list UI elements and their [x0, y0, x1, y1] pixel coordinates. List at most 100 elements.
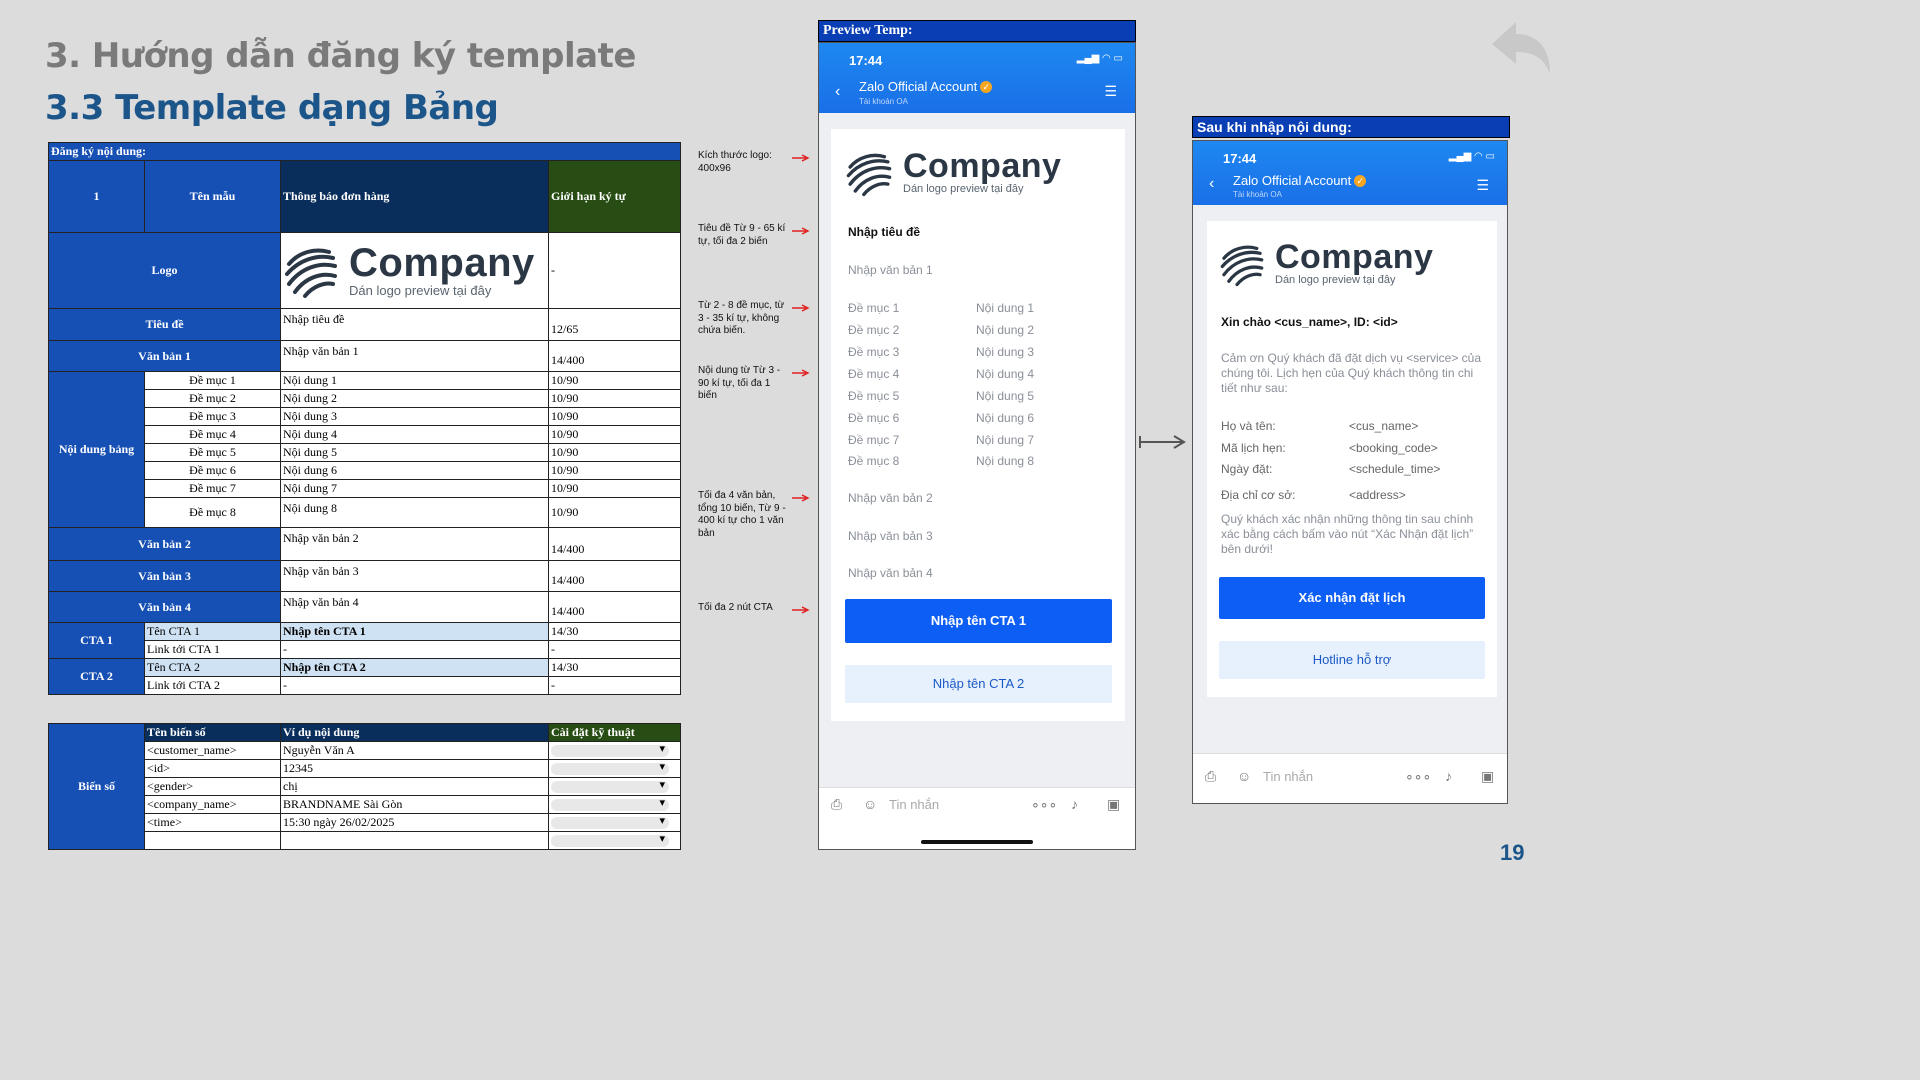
title-value[interactable]: Nhập tiêu đề	[280, 308, 549, 341]
table-row-key: Đề mục 2	[144, 389, 281, 408]
chevron-down-icon[interactable]	[551, 815, 669, 830]
variable-example[interactable]	[280, 831, 549, 850]
chevron-down-icon[interactable]	[551, 761, 669, 776]
table-row-value[interactable]: Nội dung 7	[280, 479, 549, 498]
menu-icon[interactable]: ☰	[1476, 177, 1489, 193]
cta2-name-key: Tên CTA 2	[144, 658, 281, 677]
cta1-link-key: Link tới CTA 1	[144, 640, 281, 659]
message-card: Company Dán logo preview tại đây Nhập ti…	[831, 129, 1125, 721]
message-input[interactable]: Tin nhắn	[1263, 769, 1314, 784]
menu-icon[interactable]: ☰	[1104, 83, 1117, 99]
signal-wifi-battery-icon: ▂▄▆ ◠ ▭	[1448, 151, 1495, 162]
chevron-down-icon[interactable]	[551, 743, 669, 758]
setting-dropdown[interactable]	[548, 813, 681, 832]
table-row-value[interactable]: Nội dung 1	[280, 371, 549, 390]
table-row-value[interactable]: Nội dung 2	[280, 389, 549, 408]
company-logo: Company Dán logo preview tại đây	[1219, 239, 1433, 289]
microphone-icon[interactable]: ♪	[1445, 768, 1452, 784]
note-content: Nội dung từ Từ 3 - 90 kí tự, tối đa 1 bi…	[698, 365, 781, 401]
logo-label: Logo	[48, 232, 281, 309]
table-row-limit: 10/90	[547, 461, 682, 480]
setting-header: Cài đặt kỹ thuật	[548, 723, 681, 742]
table-row-value[interactable]: Nội dung 6	[280, 461, 549, 480]
message-input[interactable]: Tin nhắn	[889, 797, 940, 812]
table-row-key: Đề mục 5	[144, 443, 281, 462]
variable-example[interactable]: 15:30 ngày 26/02/2025	[280, 813, 549, 832]
back-chevron-icon[interactable]: ‹	[835, 83, 841, 100]
text4-value[interactable]: Nhập văn bản 4	[280, 591, 549, 623]
text3-value[interactable]: Nhập văn bản 3	[280, 560, 549, 592]
slide-title: 3. Hướng dẫn đăng ký template	[45, 36, 636, 76]
variable-example[interactable]: BRANDNAME Sài Gòn	[280, 795, 549, 814]
cta1-name-value[interactable]: Nhập tên CTA 1	[280, 622, 549, 641]
sticker-icon[interactable]: ☺	[863, 796, 878, 812]
preview-cta2-button[interactable]: Nhập tên CTA 2	[845, 665, 1112, 703]
sticker-icon[interactable]: ☺	[1237, 768, 1252, 784]
template-name-value[interactable]: Thông báo đơn hàng	[280, 160, 549, 233]
logo-company-text: Company	[1275, 238, 1434, 277]
oa-name-text: Zalo Official Account	[859, 79, 978, 94]
variable-example[interactable]: 12345	[280, 759, 549, 778]
variable-name[interactable]: <time>	[144, 813, 281, 832]
chevron-down-icon[interactable]	[551, 833, 669, 848]
preview-row-value: Nội dung 1	[976, 301, 1035, 315]
table-row-key: Đề mục 8	[144, 497, 281, 528]
logo-limit: -	[547, 232, 682, 309]
text4-limit: 14/400	[547, 591, 682, 623]
setting-dropdown[interactable]	[548, 777, 681, 796]
cta2-link-value[interactable]: -	[280, 676, 549, 695]
table-header: Đăng ký nội dung:	[47, 142, 682, 161]
back-arrow-icon[interactable]	[1488, 18, 1552, 78]
preview-cta1-button[interactable]: Nhập tên CTA 1	[845, 599, 1112, 643]
table-row-key: Đề mục 7	[144, 479, 281, 498]
logo-tagline: Dán logo preview tại đây	[903, 183, 1024, 196]
table-row-limit: 10/90	[547, 407, 682, 426]
chevron-down-icon[interactable]	[551, 779, 669, 794]
table-row-value[interactable]: Nội dung 3	[280, 407, 549, 426]
image-icon[interactable]: ▣	[1107, 796, 1121, 812]
table-row-key: Đề mục 1	[144, 371, 281, 390]
variable-name[interactable]	[144, 831, 281, 850]
verified-icon: ✓	[980, 81, 993, 93]
setting-dropdown[interactable]	[548, 759, 681, 778]
hotline-button[interactable]: Hotline hỗ trợ	[1219, 641, 1485, 679]
variable-example[interactable]: chị	[280, 777, 549, 796]
table-row-value[interactable]: Nội dung 8	[280, 497, 549, 528]
cta2-name-value[interactable]: Nhập tên CTA 2	[280, 658, 549, 677]
limit-header: Giới hạn ký tự	[547, 160, 682, 233]
setting-dropdown[interactable]	[548, 831, 681, 850]
image-icon[interactable]: ▣	[1481, 768, 1495, 784]
back-chevron-icon[interactable]: ‹	[1209, 175, 1215, 192]
cta1-link-value[interactable]: -	[280, 640, 549, 659]
table-row-value[interactable]: Nội dung 5	[280, 443, 549, 462]
cta2-limit: 14/30	[547, 658, 682, 677]
company-logo: Company Dán logo preview tại đây	[845, 147, 1061, 199]
chevron-down-icon[interactable]	[551, 797, 669, 812]
setting-dropdown[interactable]	[548, 795, 681, 814]
status-time: 17:44	[849, 53, 883, 68]
inbox-icon[interactable]: ⎙	[1205, 768, 1217, 784]
logo-cell[interactable]: Company Dán logo preview tại đây	[280, 232, 549, 309]
table-row-limit: 10/90	[547, 371, 682, 390]
variable-name[interactable]: <gender>	[144, 777, 281, 796]
title-limit: 12/65	[547, 308, 682, 341]
preview-row-value: Nội dung 5	[976, 389, 1035, 403]
more-icon[interactable]: ∘∘∘	[1405, 768, 1432, 784]
more-icon[interactable]: ∘∘∘	[1031, 796, 1058, 812]
variable-example[interactable]: Nguyễn Văn A	[280, 741, 549, 760]
text1-value[interactable]: Nhập văn bản 1	[280, 340, 549, 372]
preview-text3: Nhập văn bản 3	[848, 529, 933, 543]
table-row-value[interactable]: Nội dung 4	[280, 425, 549, 444]
text2-value[interactable]: Nhập văn bản 2	[280, 527, 549, 561]
inbox-icon[interactable]: ⎙	[831, 796, 843, 812]
microphone-icon[interactable]: ♪	[1071, 796, 1078, 812]
variable-name[interactable]: <company_name>	[144, 795, 281, 814]
confirm-text: Quý khách xác nhận những thông tin sau c…	[1221, 512, 1474, 556]
red-arrow-icon	[792, 154, 810, 162]
setting-dropdown[interactable]	[548, 741, 681, 760]
confirm-booking-button[interactable]: Xác nhận đặt lịch	[1219, 577, 1485, 619]
detail-key: Họ và tên:	[1221, 419, 1276, 433]
variable-name[interactable]: <customer_name>	[144, 741, 281, 760]
variable-name[interactable]: <id>	[144, 759, 281, 778]
detail-value: <booking_code>	[1349, 441, 1438, 455]
